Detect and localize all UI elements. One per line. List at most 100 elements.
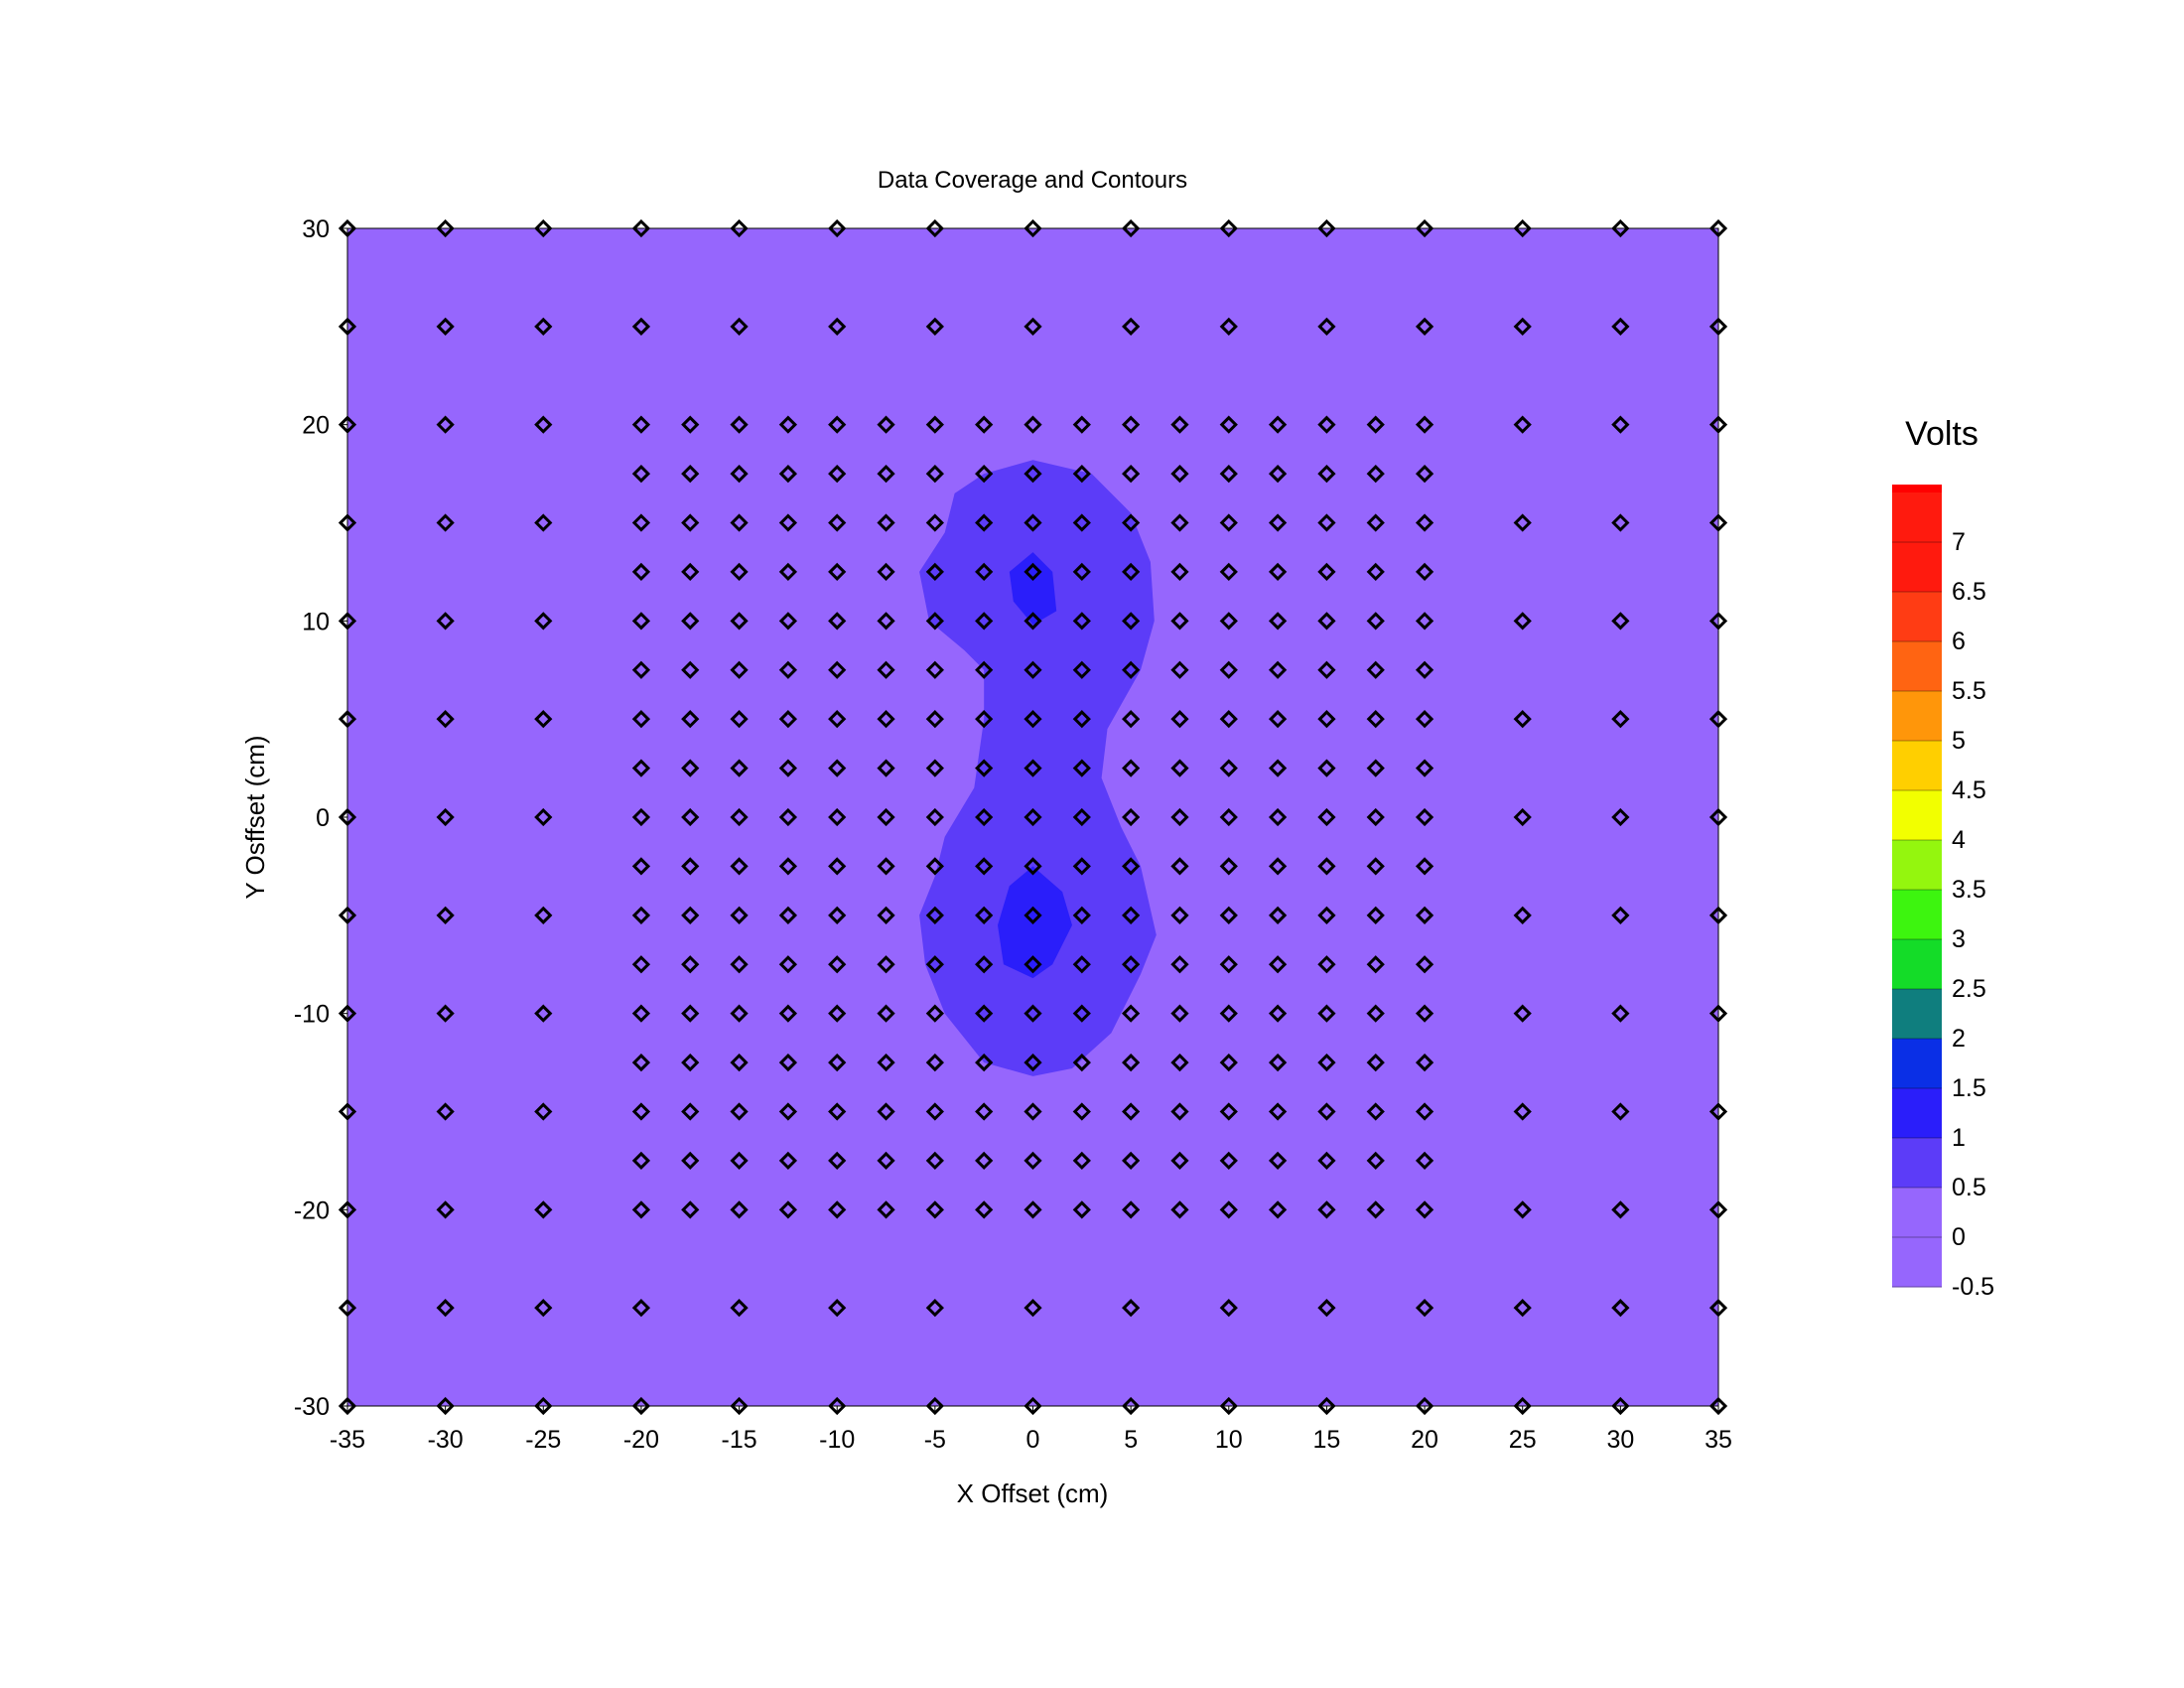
colorbar-label: 5 (1952, 727, 1966, 755)
colorbar-band (1892, 542, 1942, 593)
data-point-marker (877, 513, 895, 532)
y-tick-label: 30 (302, 215, 330, 243)
data-point-marker (975, 562, 994, 582)
data-point-marker (828, 1200, 847, 1219)
data-point-marker (681, 1102, 700, 1121)
x-tick-label: -25 (525, 1426, 561, 1454)
data-point-marker (436, 1102, 455, 1121)
data-point-marker (1072, 1151, 1091, 1171)
data-point-marker (1024, 464, 1042, 484)
data-point-marker (681, 1200, 700, 1219)
data-point-marker (681, 464, 700, 484)
data-point-marker (1170, 955, 1189, 974)
data-point-marker (1415, 612, 1434, 631)
data-point-marker (1072, 906, 1091, 924)
data-point-marker (1317, 857, 1336, 876)
data-point-marker (778, 857, 798, 876)
data-point-marker (1268, 415, 1288, 434)
data-point-marker (1366, 1200, 1385, 1219)
y-tick-label: -20 (294, 1196, 330, 1224)
data-point-marker (828, 710, 847, 729)
data-point-marker (778, 513, 798, 532)
data-point-marker (1415, 218, 1434, 238)
data-point-marker (877, 660, 895, 679)
data-point-marker (1072, 513, 1091, 532)
data-point-marker (1024, 317, 1042, 336)
data-point-marker (681, 1151, 700, 1171)
data-point-marker (1415, 317, 1434, 336)
data-point-marker (828, 857, 847, 876)
data-point-marker (1513, 1102, 1532, 1121)
data-point-marker (730, 857, 749, 876)
data-point-marker (1513, 513, 1532, 532)
data-point-marker (828, 1004, 847, 1023)
data-point-marker (1024, 857, 1042, 876)
data-point-marker (1268, 1053, 1288, 1072)
data-point-marker (925, 857, 944, 876)
data-point-marker (1170, 660, 1189, 679)
data-point-marker (631, 807, 651, 827)
data-point-marker (877, 807, 895, 827)
y-axis-ticks: 30 20 10 0 -10 -20 -30 (294, 215, 347, 1421)
data-point-marker (631, 464, 651, 484)
data-point-marker (1122, 1004, 1141, 1023)
data-point-marker (1024, 513, 1042, 532)
y-tick-label: 20 (302, 412, 330, 440)
data-point-marker (534, 612, 553, 631)
data-point-marker (1219, 710, 1238, 729)
x-tick-label: -10 (819, 1426, 855, 1454)
data-point-marker (1219, 1053, 1238, 1072)
data-point-marker (1170, 612, 1189, 631)
data-point-marker (1219, 906, 1238, 924)
colorbar-label: 7 (1952, 528, 1966, 556)
x-tick-label: 0 (1026, 1426, 1040, 1454)
data-point-marker (1268, 1102, 1288, 1121)
plot-area (338, 218, 1728, 1416)
data-point-marker (534, 1004, 553, 1023)
data-point-marker (730, 955, 749, 974)
data-point-marker (730, 807, 749, 827)
data-point-marker (828, 513, 847, 532)
data-point-marker (1122, 759, 1141, 777)
data-point-marker (877, 1053, 895, 1072)
data-point-marker (1317, 955, 1336, 974)
data-point-marker (1122, 317, 1141, 336)
data-point-marker (1122, 710, 1141, 729)
data-point-marker (1611, 710, 1630, 729)
x-tick-label: -15 (722, 1426, 757, 1454)
data-point-marker (631, 513, 651, 532)
x-tick-label: 35 (1705, 1426, 1732, 1454)
data-point-marker (1317, 612, 1336, 631)
data-point-marker (1122, 807, 1141, 827)
data-point-marker (877, 710, 895, 729)
data-point-marker (1122, 218, 1141, 238)
data-point-marker (730, 562, 749, 582)
colorbar-bands (1892, 485, 1942, 1288)
data-point-marker (1122, 1299, 1141, 1318)
data-point-marker (828, 759, 847, 777)
data-point-marker (925, 513, 944, 532)
data-point-marker (631, 1299, 651, 1318)
data-point-marker (1122, 660, 1141, 679)
data-point-marker (828, 1299, 847, 1318)
data-point-marker (1170, 415, 1189, 434)
data-point-marker (1611, 807, 1630, 827)
data-point-marker (1219, 807, 1238, 827)
data-point-marker (975, 612, 994, 631)
data-point-marker (1611, 317, 1630, 336)
data-point-marker (1366, 1151, 1385, 1171)
data-point-marker (1513, 317, 1532, 336)
data-point-marker (1024, 612, 1042, 631)
colorbar-label: 1.5 (1952, 1074, 1986, 1102)
data-point-marker (1219, 464, 1238, 484)
data-point-marker (1024, 562, 1042, 582)
data-point-marker (1072, 464, 1091, 484)
colorbar-band (1892, 1088, 1942, 1139)
data-point-marker (975, 1151, 994, 1171)
data-point-marker (975, 710, 994, 729)
data-point-marker (1219, 1004, 1238, 1023)
data-point-marker (828, 415, 847, 434)
data-point-marker (1513, 1200, 1532, 1219)
data-point-marker (681, 415, 700, 434)
colorbar-band (1892, 939, 1942, 990)
